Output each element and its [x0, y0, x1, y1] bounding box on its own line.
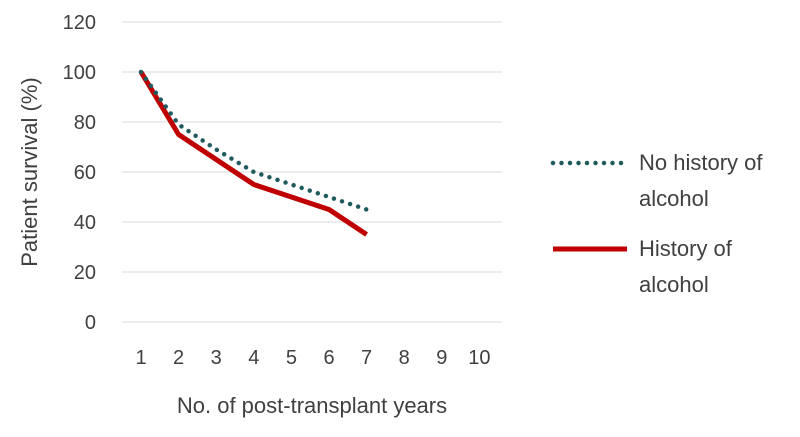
y-axis-ticks: 0 20 40 60 80 100 120	[63, 12, 96, 334]
legend-label: History of	[639, 236, 733, 261]
x-tick-label: 7	[361, 347, 372, 369]
x-tick-label: 2	[173, 347, 184, 369]
legend-label: alcohol	[639, 272, 709, 297]
x-tick-label: 10	[468, 347, 490, 369]
x-axis-label: No. of post-transplant years	[177, 393, 447, 418]
series-line-history-of-alcohol	[138, 70, 368, 237]
series-lines	[138, 69, 369, 237]
y-tick-label: 120	[63, 12, 96, 34]
y-axis-label: Patient survival (%)	[17, 77, 42, 267]
legend: No history of alcohol History of alcohol	[550, 150, 763, 297]
y-tick-label: 60	[74, 162, 96, 184]
x-tick-label: 9	[436, 347, 447, 369]
y-tick-label: 80	[74, 112, 96, 134]
legend-label: alcohol	[639, 186, 709, 211]
y-tick-label: 100	[63, 62, 96, 84]
series-line-no-history-of-alcohol	[138, 69, 369, 212]
y-tick-label: 0	[85, 312, 96, 334]
x-tick-label: 5	[286, 347, 297, 369]
x-tick-label: 3	[211, 347, 222, 369]
x-tick-label: 8	[399, 347, 410, 369]
x-axis-ticks: 1 2 3 4 5 6 7 8 9 10	[135, 347, 490, 369]
legend-label: No history of	[639, 150, 763, 175]
x-tick-label: 4	[248, 347, 259, 369]
y-tick-label: 20	[74, 262, 96, 284]
x-tick-label: 1	[135, 347, 146, 369]
x-tick-label: 6	[323, 347, 334, 369]
gridlines	[122, 21, 502, 323]
y-tick-label: 40	[74, 212, 96, 234]
